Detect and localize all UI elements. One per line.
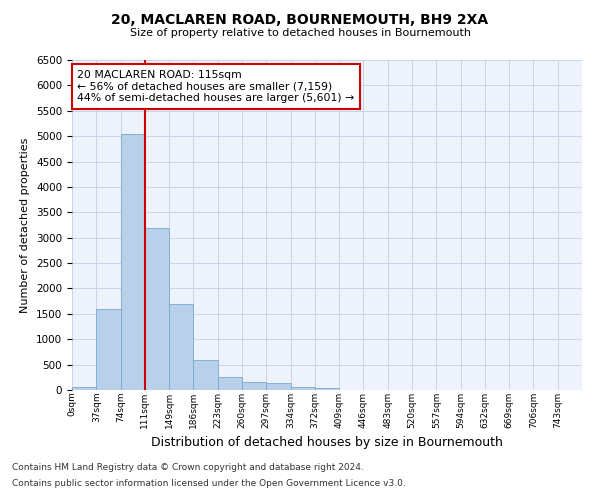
Bar [72,388,96,390]
Bar [96,309,121,390]
Bar [121,134,145,390]
Bar [218,377,242,390]
X-axis label: Distribution of detached houses by size in Bournemouth: Distribution of detached houses by size … [151,436,503,449]
Text: Contains public sector information licensed under the Open Government Licence v3: Contains public sector information licen… [12,478,406,488]
Bar [193,360,218,390]
Bar [242,382,266,390]
Text: Contains HM Land Registry data © Crown copyright and database right 2024.: Contains HM Land Registry data © Crown c… [12,464,364,472]
Text: 20 MACLAREN ROAD: 115sqm
← 56% of detached houses are smaller (7,159)
44% of sem: 20 MACLAREN ROAD: 115sqm ← 56% of detach… [77,70,355,103]
Text: Size of property relative to detached houses in Bournemouth: Size of property relative to detached ho… [130,28,470,38]
Bar [266,384,290,390]
Bar [290,387,315,390]
Bar [145,228,169,390]
Bar [315,388,339,390]
Y-axis label: Number of detached properties: Number of detached properties [20,138,31,312]
Bar [169,304,193,390]
Text: 20, MACLAREN ROAD, BOURNEMOUTH, BH9 2XA: 20, MACLAREN ROAD, BOURNEMOUTH, BH9 2XA [112,12,488,26]
